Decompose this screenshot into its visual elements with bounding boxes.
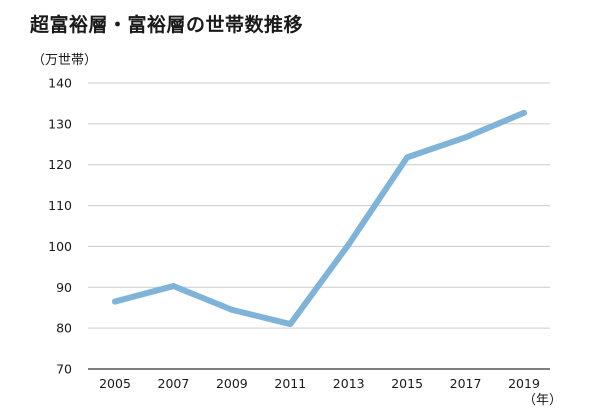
x-axis-unit-label: （年）: [523, 393, 563, 408]
x-tick-label: 2005: [99, 376, 131, 391]
data-point: [345, 241, 352, 248]
y-axis-ticks: 70 80 90 100 110 120 130 140: [48, 76, 72, 377]
x-axis-ticks: 2005 2007 2009 2011 2013 2015 2017 2019: [99, 376, 540, 391]
y-tick-label: 100: [48, 239, 72, 254]
y-tick-label: 120: [48, 157, 72, 172]
y-tick-label: 80: [56, 321, 72, 336]
data-point: [287, 321, 294, 328]
data-point: [404, 154, 411, 161]
y-tick-label: 70: [56, 362, 72, 377]
data-point: [521, 109, 527, 116]
y-tick-label: 90: [56, 280, 72, 295]
y-tick-label: 140: [48, 76, 72, 91]
chart-title: 超富裕層・富裕層の世帯数推移: [30, 14, 304, 36]
x-tick-label: 2007: [158, 376, 190, 391]
x-tick-label: 2017: [450, 376, 482, 391]
x-tick-label: 2013: [333, 376, 365, 391]
x-tick-label: 2011: [274, 376, 306, 391]
data-point: [112, 298, 118, 305]
series-line: [112, 109, 527, 328]
x-tick-label: 2015: [391, 376, 423, 391]
data-point: [462, 134, 469, 141]
series-layer: [112, 109, 527, 328]
y-tick-label: 130: [48, 116, 72, 131]
gridlines: [88, 82, 550, 370]
y-tick-label: 110: [48, 198, 72, 213]
y-axis-unit-label: （万世帯）: [32, 53, 98, 68]
x-tick-label: 2019: [508, 376, 540, 391]
data-point: [228, 306, 235, 313]
x-tick-label: 2009: [216, 376, 248, 391]
data-point: [170, 283, 177, 290]
